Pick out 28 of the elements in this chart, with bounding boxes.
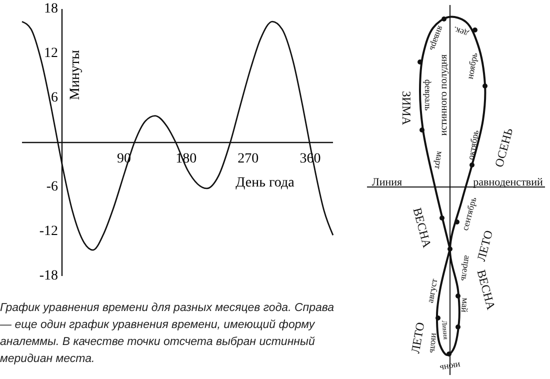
text: июль [428,332,440,354]
x-tick-label: 270 [238,152,259,166]
text: График уравнения времени для разных месяцев года. Справа — еще один график уравнения времени, имеющий форму аналеммы. В качестве точки отсчета выбран истинный меридиан места. [0,301,336,367]
text: ОСЕНЬ [492,126,516,169]
y-axis-title: Минуты [68,49,83,100]
text: май [459,297,471,313]
text: истинного полудня [438,54,450,136]
text: ЗИМА [399,90,414,126]
text: февраль [422,79,433,111]
y-tick-label: 12 [44,46,58,61]
text: дек. [452,24,470,40]
text: Линия [372,176,402,189]
text: ВЕСНА [410,206,434,250]
text: ВЕСНА [474,268,498,312]
text: август [425,278,440,304]
text: ноябрь [464,52,480,80]
text: ЛЕТО [408,320,428,354]
y-tick-label: 18 [44,2,58,16]
text: равноденствий [473,176,543,189]
y-tick-label: -6 [46,180,58,194]
y-tick-label: -12 [39,224,58,239]
text: январь [428,24,446,52]
text: март [432,150,446,170]
x-axis-title: День года [236,176,296,190]
text: апрель [459,254,473,282]
y-tick-label: -18 [39,268,58,284]
y-tick-label: 6 [50,90,58,106]
text: октябрь [466,129,481,160]
